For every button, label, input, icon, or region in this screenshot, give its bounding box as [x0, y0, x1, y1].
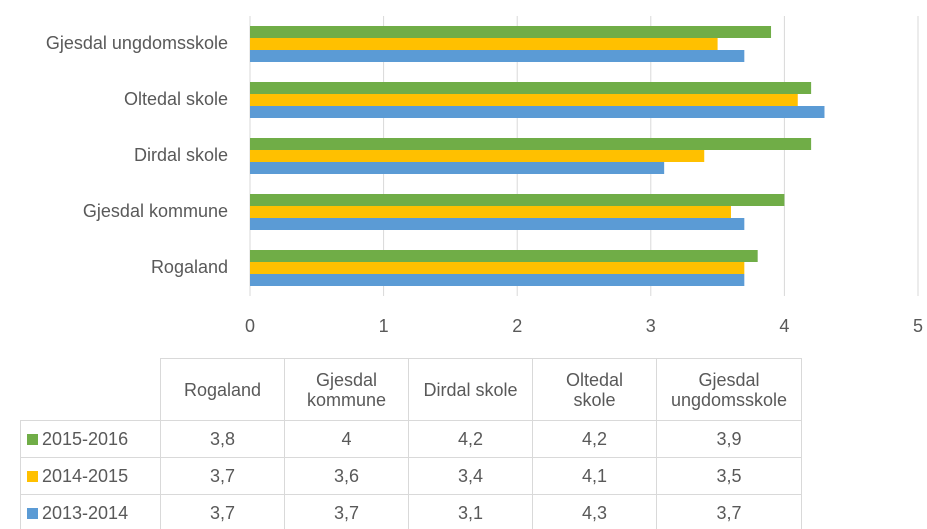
y-tick-label: Oltedal skole — [124, 89, 228, 109]
bar — [250, 162, 665, 174]
table-cell: 3,8 — [160, 420, 285, 458]
bar — [250, 150, 705, 162]
table-cell: 3,7 — [284, 494, 409, 529]
x-tick-label: 1 — [379, 316, 389, 336]
table-cell: 3,9 — [655, 420, 803, 458]
x-tick-label: 4 — [779, 316, 789, 336]
legend-cell: 2015-2016 — [20, 420, 161, 458]
legend-swatch — [27, 471, 38, 482]
x-tick-label: 2 — [512, 316, 522, 336]
table-cell: 3,6 — [284, 457, 409, 495]
x-tick-label: 0 — [245, 316, 255, 336]
y-tick-label: Gjesdal kommune — [83, 201, 228, 221]
table-cell: 4,2 — [532, 420, 657, 458]
bar — [250, 218, 745, 230]
table-cell: 3,5 — [655, 457, 803, 495]
column-header: Gjesdal kommune — [284, 358, 409, 421]
bar — [250, 262, 745, 274]
table-cell: 3,4 — [408, 457, 533, 495]
table-cell: 4 — [284, 420, 409, 458]
legend-cell: 2014-2015 — [20, 457, 161, 495]
bar — [250, 274, 745, 286]
legend-swatch — [27, 508, 38, 519]
column-header: Oltedal skole — [532, 358, 657, 421]
bar — [250, 250, 758, 262]
legend-cell: 2013-2014 — [20, 494, 161, 529]
blank-cell — [20, 358, 161, 421]
bar — [250, 106, 825, 118]
column-header: Gjesdal ungdomsskole — [655, 358, 803, 421]
bar — [250, 38, 718, 50]
x-tick-label: 5 — [913, 316, 923, 336]
table-row: 2013-2014 3,7 3,7 3,1 4,3 3,7 — [20, 494, 803, 529]
column-header: Rogaland — [160, 358, 285, 421]
bar — [250, 194, 785, 206]
y-tick-label: Gjesdal ungdomsskole — [46, 33, 228, 53]
legend-swatch — [27, 434, 38, 445]
table-header-row: Rogaland Gjesdal kommune Dirdal skole Olted… — [20, 358, 803, 421]
bar — [250, 50, 745, 62]
table-row: 2014-2015 3,7 3,6 3,4 4,1 3,5 — [20, 457, 803, 495]
y-tick-label: Dirdal skole — [134, 145, 228, 165]
column-header: Dirdal skole — [408, 358, 533, 421]
x-tick-label: 3 — [646, 316, 656, 336]
table-cell: 3,1 — [408, 494, 533, 529]
bar — [250, 206, 731, 218]
bar — [250, 138, 812, 150]
plot: 0 1 2 3 4 5 Rogaland Gjesdal kommune Dirdal skol… — [46, 16, 923, 336]
legend-label: 2015-2016 — [42, 429, 129, 449]
bar — [250, 82, 812, 94]
data-table: Rogaland Gjesdal kommune Dirdal skole Olted… — [20, 358, 803, 529]
y-tick-label: Rogaland — [151, 257, 228, 277]
table-cell: 4,1 — [532, 457, 657, 495]
bar — [250, 94, 798, 106]
table-cell: 4,3 — [532, 494, 657, 529]
table-cell: 3,7 — [160, 494, 285, 529]
legend-label: 2013-2014 — [42, 503, 129, 523]
table-cell: 4,2 — [408, 420, 533, 458]
table-row: 2015-2016 3,8 4 4,2 4,2 3,9 — [20, 420, 803, 458]
legend-label: 2014-2015 — [42, 466, 129, 486]
table-cell: 3,7 — [655, 494, 803, 529]
table-cell: 3,7 — [160, 457, 285, 495]
bar — [250, 26, 772, 38]
